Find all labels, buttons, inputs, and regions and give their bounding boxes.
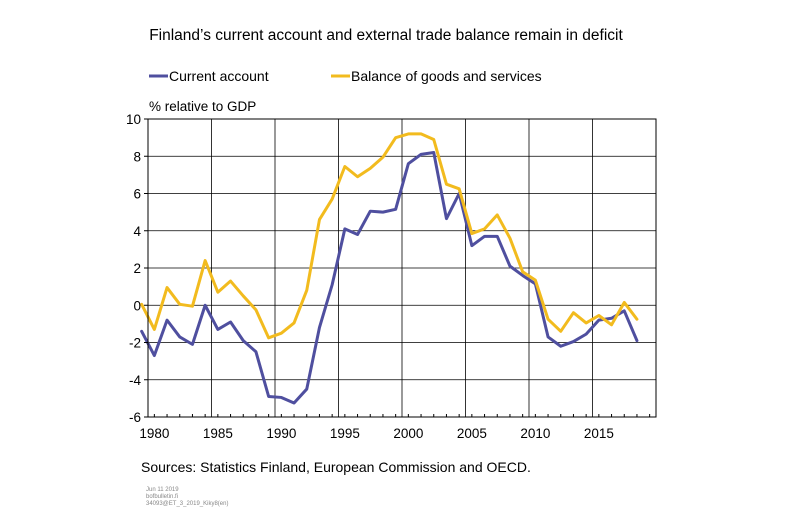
y-tick-label: -2 — [129, 336, 141, 351]
x-tick-label: 1990 — [266, 426, 296, 441]
y-tick-label: -6 — [129, 410, 141, 425]
y-tick-label: 6 — [133, 187, 141, 202]
series-lines — [140, 132, 639, 405]
sources-note: Sources: Statistics Finland, European Co… — [141, 459, 531, 475]
y-tick-label: 8 — [133, 149, 141, 164]
legend: Current account Balance of goods and ser… — [149, 68, 542, 84]
y-tick-label: -4 — [129, 373, 141, 388]
legend-label-balance: Balance of goods and services — [351, 68, 542, 84]
meta-line-site: bofbulletin.fi — [146, 494, 178, 500]
legend-label-current-account: Current account — [169, 68, 269, 84]
legend-item-current-account: Current account — [149, 68, 269, 84]
x-tick-label: 2010 — [520, 426, 550, 441]
x-tick-label: 2005 — [457, 426, 487, 441]
x-tick-label: 1985 — [203, 426, 233, 441]
legend-item-balance: Balance of goods and services — [331, 68, 542, 84]
meta-line-code: 34093@ET_3_2019_Kiky8(en) — [146, 501, 228, 507]
series-line-balance — [140, 132, 639, 340]
chart-title: Finland’s current account and external t… — [149, 27, 623, 44]
x-tick-label: 2015 — [584, 426, 614, 441]
y-tick-label: 10 — [126, 112, 141, 127]
gridlines — [147, 119, 656, 417]
x-tick-label: 2000 — [393, 426, 423, 441]
series-line-current-account — [140, 151, 639, 405]
y-tick-label: 0 — [133, 298, 141, 313]
meta-line-date: Jun 11 2019 — [146, 487, 179, 493]
y-axis-label: % relative to GDP — [149, 99, 256, 114]
y-tick-label: 4 — [133, 224, 141, 239]
x-tick-label: 1995 — [330, 426, 360, 441]
x-tick-label: 1980 — [139, 426, 169, 441]
y-tick-label: 2 — [133, 261, 141, 276]
